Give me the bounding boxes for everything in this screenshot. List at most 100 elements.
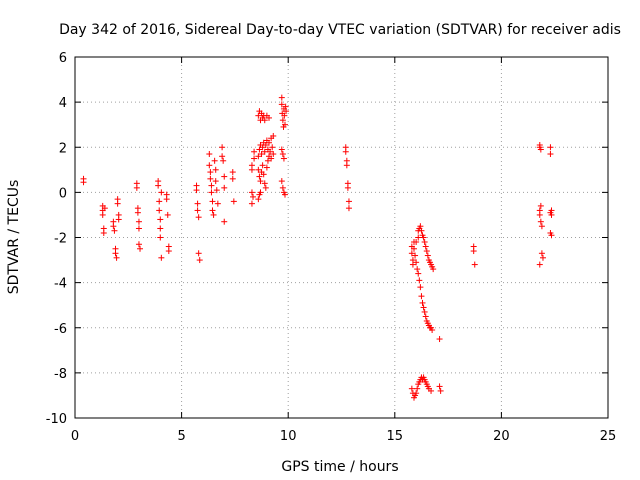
data-point bbox=[101, 205, 108, 212]
data-point bbox=[282, 121, 289, 128]
y-tick-label: 0 bbox=[59, 186, 67, 201]
data-point bbox=[135, 241, 142, 248]
data-point bbox=[209, 198, 216, 205]
data-point bbox=[548, 211, 555, 218]
data-point bbox=[257, 178, 264, 185]
data-point bbox=[100, 229, 107, 236]
data-point bbox=[157, 216, 164, 223]
data-point bbox=[221, 184, 228, 191]
data-point bbox=[428, 387, 435, 394]
plot-frame bbox=[74, 56, 609, 419]
x-tick-label: 0 bbox=[71, 429, 79, 444]
data-point bbox=[423, 248, 430, 255]
data-point bbox=[278, 101, 285, 108]
data-point bbox=[110, 223, 117, 230]
data-point bbox=[270, 151, 277, 158]
data-point bbox=[115, 216, 122, 223]
data-point bbox=[422, 313, 429, 320]
data-point bbox=[408, 385, 415, 392]
data-point bbox=[209, 207, 216, 214]
data-point bbox=[424, 252, 431, 259]
data-point bbox=[268, 155, 275, 162]
data-point bbox=[267, 148, 274, 155]
data-point bbox=[229, 175, 236, 182]
data-point bbox=[251, 148, 258, 155]
data-point bbox=[548, 232, 555, 239]
y-tick-label: 2 bbox=[59, 141, 67, 156]
data-point bbox=[278, 178, 285, 185]
data-point bbox=[412, 252, 419, 259]
data-point bbox=[257, 189, 264, 196]
data-point bbox=[248, 189, 255, 196]
data-point bbox=[256, 173, 263, 180]
data-point bbox=[270, 132, 277, 139]
data-point bbox=[279, 151, 286, 158]
data-point bbox=[413, 390, 420, 397]
data-point bbox=[164, 211, 171, 218]
data-point bbox=[421, 239, 428, 246]
data-point bbox=[255, 196, 262, 203]
data-point bbox=[262, 184, 269, 191]
data-point bbox=[99, 211, 106, 218]
data-point bbox=[266, 114, 273, 121]
y-tick-label: -4 bbox=[54, 277, 67, 292]
data-point bbox=[420, 304, 427, 311]
data-point bbox=[470, 248, 477, 255]
data-point bbox=[163, 196, 170, 203]
data-point bbox=[538, 250, 545, 257]
data-point bbox=[262, 141, 269, 148]
data-point bbox=[415, 234, 422, 241]
data-point bbox=[344, 184, 351, 191]
data-point bbox=[208, 182, 215, 189]
data-point bbox=[258, 151, 265, 158]
data-point bbox=[208, 189, 215, 196]
data-point bbox=[422, 243, 429, 250]
data-point bbox=[420, 234, 427, 241]
data-point bbox=[538, 223, 545, 230]
data-point bbox=[255, 166, 262, 173]
data-point bbox=[194, 200, 201, 207]
data-point bbox=[278, 146, 285, 153]
data-point bbox=[416, 277, 423, 284]
data-point bbox=[212, 166, 219, 173]
data-point bbox=[261, 180, 268, 187]
data-point bbox=[113, 254, 120, 261]
data-point bbox=[111, 227, 118, 234]
data-point bbox=[278, 94, 285, 101]
data-point bbox=[137, 245, 144, 252]
data-point bbox=[418, 227, 425, 234]
data-point bbox=[343, 162, 350, 169]
data-point bbox=[415, 270, 422, 277]
x-ticks: 0 5 10 15 20 25 bbox=[71, 57, 616, 444]
data-point bbox=[536, 141, 543, 148]
data-point bbox=[409, 261, 416, 268]
data-point bbox=[280, 155, 287, 162]
x-tick-label: 15 bbox=[387, 429, 404, 444]
data-point bbox=[248, 200, 255, 207]
data-point bbox=[210, 211, 217, 218]
y-tick-label: 6 bbox=[59, 51, 67, 66]
chart-title: Day 342 of 2016, Sidereal Day-to-day VTE… bbox=[59, 22, 621, 38]
data-point bbox=[437, 387, 444, 394]
data-point bbox=[193, 187, 200, 194]
data-point bbox=[133, 184, 140, 191]
data-point bbox=[429, 327, 436, 334]
x-tick-label: 25 bbox=[600, 429, 617, 444]
data-point bbox=[220, 157, 227, 164]
data-point bbox=[539, 254, 546, 261]
data-point bbox=[436, 383, 443, 390]
data-point bbox=[207, 175, 214, 182]
data-point bbox=[281, 112, 288, 119]
data-point bbox=[436, 336, 443, 343]
data-point bbox=[471, 261, 478, 268]
data-point bbox=[342, 148, 349, 155]
data-point bbox=[80, 179, 87, 186]
data-points bbox=[80, 94, 555, 401]
data-point bbox=[211, 157, 218, 164]
data-point bbox=[195, 214, 202, 221]
data-point bbox=[157, 225, 164, 232]
data-point bbox=[537, 202, 544, 209]
data-point bbox=[135, 218, 142, 225]
y-tick-label: -8 bbox=[54, 367, 67, 382]
data-point bbox=[261, 148, 268, 155]
